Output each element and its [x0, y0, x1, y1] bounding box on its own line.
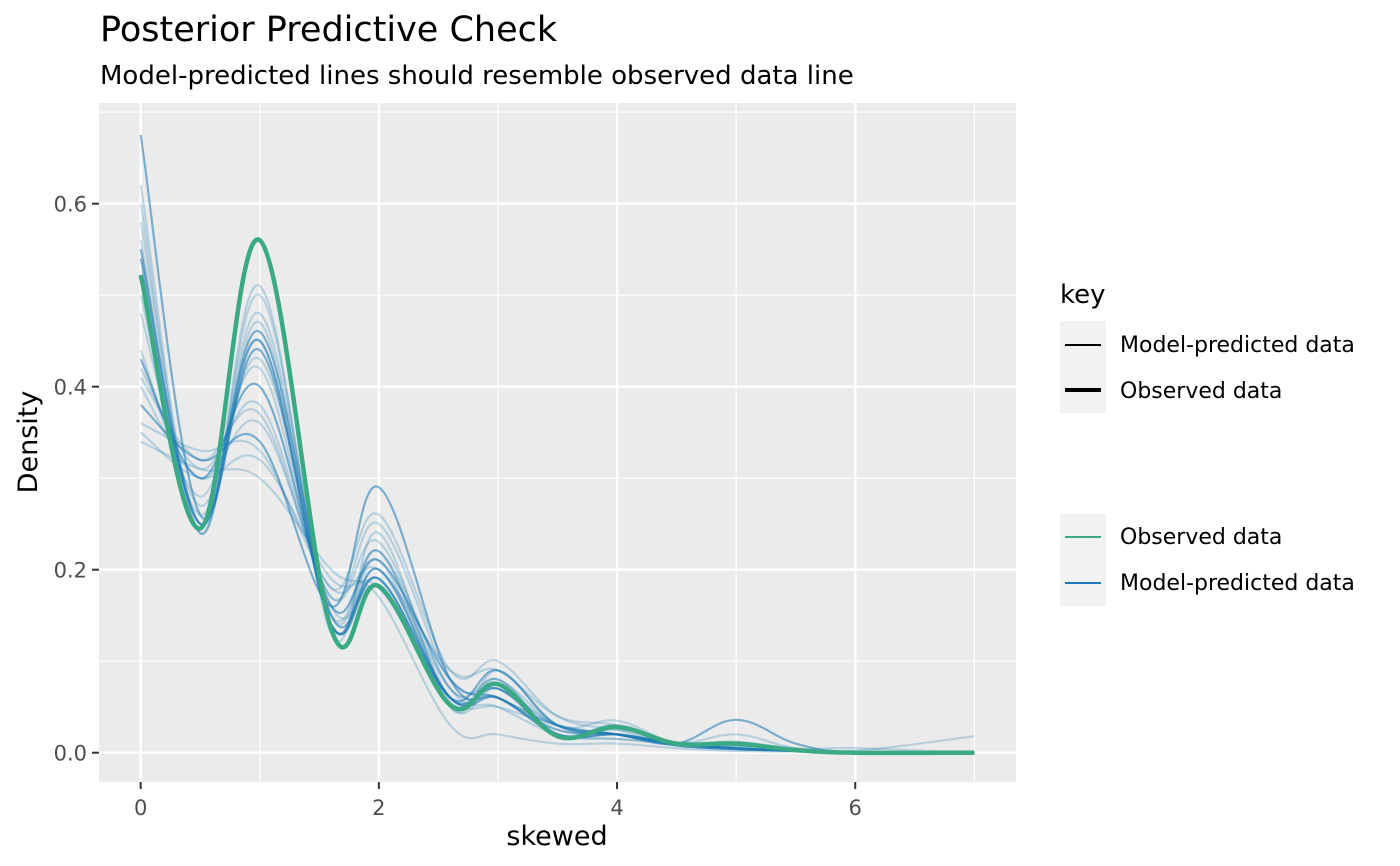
chart-title: Posterior Predictive Check — [100, 10, 558, 50]
x-tick-label: 6 — [849, 796, 862, 820]
legend-title: key — [1060, 280, 1106, 310]
legend-key-box — [1060, 514, 1106, 606]
predicted-series-line — [139, 185, 975, 754]
predicted-series-line — [139, 249, 975, 754]
legend-colour: Observed data Model-predicted data — [1060, 514, 1355, 606]
x-tick-label: 0 — [134, 796, 147, 820]
legend-item-observed-colour: Observed data — [1120, 525, 1282, 550]
minor-gridlines — [99, 103, 1016, 782]
x-axis-title: skewed — [506, 821, 607, 852]
legend-item-observed: Observed data — [1120, 379, 1282, 404]
legend-linetype: key Model-predicted data Observed data — [1060, 280, 1355, 413]
y-axis-title: Density — [13, 391, 44, 494]
major-gridlines — [99, 103, 1016, 782]
x-tick-label: 2 — [372, 796, 385, 820]
plot-panel — [99, 103, 1016, 782]
legend-item-model-predicted-colour: Model-predicted data — [1120, 571, 1355, 596]
predicted-series-line — [139, 386, 975, 754]
y-tick-label: 0.0 — [54, 742, 87, 766]
y-tick-label: 0.4 — [54, 376, 87, 400]
y-axis: 0.0 0.2 0.4 0.6 — [54, 193, 99, 766]
y-tick-label: 0.6 — [54, 193, 87, 217]
observed-data-line — [138, 237, 975, 756]
x-tick-label: 4 — [610, 796, 623, 820]
predicted-series-line — [139, 404, 975, 755]
observed-line-group — [138, 237, 975, 756]
legend-item-model-predicted: Model-predicted data — [1120, 333, 1355, 358]
x-axis: 0 2 4 6 — [134, 782, 862, 820]
legend-key-box — [1060, 321, 1106, 413]
y-tick-label: 0.2 — [54, 559, 87, 583]
chart-subtitle: Model-predicted lines should resemble ob… — [100, 61, 854, 91]
